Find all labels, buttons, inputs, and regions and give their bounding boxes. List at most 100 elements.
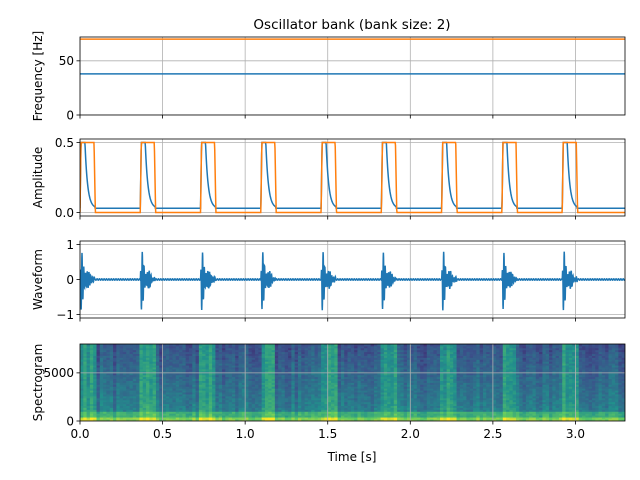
spectrogram-cell	[370, 370, 375, 374]
spectrogram-cell	[426, 401, 431, 405]
spectrogram-cell	[251, 411, 256, 414]
spectrogram-cell	[205, 370, 210, 374]
spectrogram-cell	[340, 388, 345, 391]
spectrogram-cell	[433, 390, 438, 393]
spectrogram-cell	[103, 363, 107, 366]
spectrogram-cell	[364, 359, 368, 362]
spectrogram-cell	[231, 372, 236, 376]
spectrogram-cell	[304, 370, 309, 374]
spectrogram-cell	[476, 357, 481, 360]
spectrogram-cell	[344, 413, 348, 416]
spectrogram-cell	[86, 407, 91, 410]
spectrogram-cell	[165, 405, 170, 408]
spectrogram-cell	[449, 386, 454, 389]
spectrogram-cell	[440, 361, 444, 364]
spectrogram-cell	[109, 351, 114, 355]
spectrogram-cell	[403, 411, 408, 414]
spectrogram-cell	[440, 409, 444, 412]
spectrogram-cell	[479, 394, 484, 397]
spectrogram-cell	[383, 378, 388, 381]
spectrogram-cell	[347, 374, 352, 378]
spectrogram-cell	[132, 390, 137, 393]
spectrogram-cell	[400, 374, 405, 378]
spectrogram-cell	[331, 380, 335, 383]
spectrogram-cell	[146, 390, 150, 393]
spectrogram-cell	[202, 361, 206, 364]
spectrogram-cell	[334, 353, 339, 356]
spectrogram-cell	[274, 345, 279, 349]
spectrogram-cell	[324, 344, 329, 347]
spectrogram-cell	[284, 380, 289, 383]
spectrogram-cell	[195, 405, 200, 408]
spectrogram-cell	[327, 384, 332, 387]
spectrogram-cell	[327, 403, 332, 407]
spectrogram-cell	[301, 345, 305, 349]
spectrogram-cell	[149, 349, 154, 353]
spectrogram-cell	[314, 365, 319, 368]
spectrogram-cell	[231, 407, 236, 410]
spectrogram-cell	[281, 370, 286, 374]
spectrogram-cell	[109, 376, 114, 380]
spectrogram-cell	[218, 415, 223, 418]
spectrogram-cell	[327, 382, 332, 385]
spectrogram-cell	[397, 347, 401, 351]
spectrogram-cell	[235, 353, 239, 356]
spectrogram-cell	[410, 349, 414, 353]
spectrogram-cell	[122, 403, 127, 407]
spectrogram-cell	[311, 374, 315, 378]
spectrogram-cell	[225, 386, 230, 389]
spectrogram-cell	[119, 388, 124, 391]
spectrogram-cell	[433, 347, 438, 351]
spectrogram-cell	[189, 351, 193, 355]
spectrogram-cell	[86, 369, 91, 372]
spectrogram-cell	[324, 392, 329, 395]
spectrogram-cell	[344, 405, 348, 408]
spectrogram-cell	[248, 363, 253, 366]
spectrogram-cell	[175, 405, 180, 408]
spectrogram-cell	[116, 413, 121, 416]
spectrogram-cell	[307, 357, 312, 360]
spectrogram-cell	[198, 351, 203, 355]
spectrogram-cell	[106, 365, 111, 368]
spectrogram-cell	[453, 351, 457, 355]
spectrogram-cell	[324, 386, 329, 389]
spectrogram-cell	[420, 399, 424, 403]
spectrogram-cell	[96, 392, 101, 395]
spectrogram-cell	[307, 344, 312, 347]
spectrogram-cell	[212, 399, 216, 403]
spectrogram-cell	[337, 359, 342, 362]
spectrogram-cell	[215, 359, 220, 362]
spectrogram-cell	[426, 345, 431, 349]
spectrogram-cell	[459, 397, 464, 401]
spectrogram-cell	[304, 388, 309, 391]
spectrogram-cell	[423, 372, 428, 376]
spectrogram-cell	[373, 395, 378, 399]
spectrogram-cell	[103, 355, 107, 358]
spectrogram-cell	[354, 374, 358, 378]
spectrogram-cell	[393, 376, 398, 380]
y-tick-label: 1	[66, 238, 74, 252]
spectrogram-cell	[169, 399, 173, 403]
spectrogram-cell	[383, 376, 388, 380]
spectrogram-cell	[433, 399, 438, 403]
spectrogram-cell	[463, 409, 467, 412]
spectrogram-cell	[433, 345, 438, 349]
spectrogram-cell	[89, 399, 94, 403]
spectrogram-cell	[321, 363, 325, 366]
spectrogram-cell	[354, 351, 358, 355]
spectrogram-cell	[192, 363, 196, 366]
spectrogram-cell	[440, 403, 444, 407]
spectrogram-cell	[139, 417, 144, 420]
spectrogram-cell	[380, 384, 385, 387]
spectrogram-cell	[106, 392, 111, 395]
spectrogram-cell	[198, 349, 203, 353]
spectrogram-cell	[473, 367, 477, 370]
spectrogram-cell	[426, 369, 431, 372]
spectrogram-cell	[479, 344, 484, 347]
spectrogram-cell	[185, 403, 190, 407]
spectrogram-cell	[446, 372, 451, 376]
spectrogram-cell	[159, 361, 163, 364]
spectrogram-cell	[99, 349, 104, 353]
spectrogram-cell	[271, 386, 276, 389]
spectrogram-cell	[324, 399, 329, 403]
